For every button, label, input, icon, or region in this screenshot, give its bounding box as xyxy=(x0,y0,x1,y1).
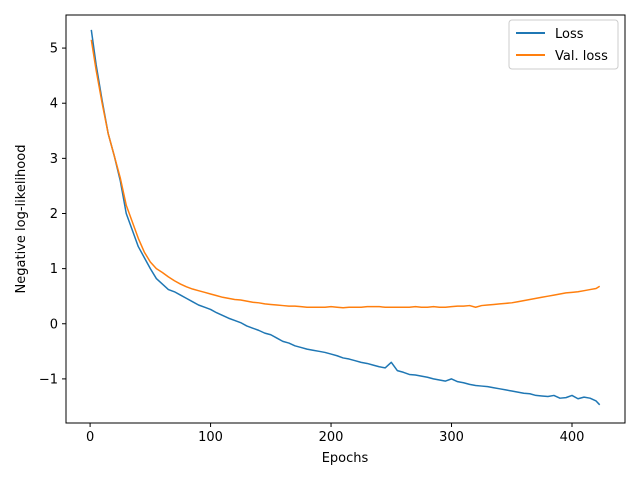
x-tick-label: 0 xyxy=(86,430,94,445)
y-tick-label: 1 xyxy=(50,262,58,277)
y-tick-label: 4 xyxy=(50,97,58,112)
y-ticks: −1 0 1 2 3 4 5 xyxy=(39,42,66,387)
legend-label-loss: Loss xyxy=(555,27,584,42)
y-tick-label: −1 xyxy=(39,372,58,387)
plot-frame xyxy=(65,14,626,424)
y-tick-label: 0 xyxy=(50,317,58,332)
x-tick-label: 200 xyxy=(319,430,344,445)
x-tick-label: 300 xyxy=(439,430,464,445)
y-tick-label: 2 xyxy=(50,207,58,222)
legend-label-val-loss: Val. loss xyxy=(555,49,608,64)
y-axis-label: Negative log-likelihood xyxy=(14,145,29,294)
legend: Loss Val. loss xyxy=(508,19,619,70)
x-axis-label: Epochs xyxy=(322,451,369,466)
x-tick-label: 100 xyxy=(198,430,223,445)
series-line-0 xyxy=(90,29,601,406)
series-line-1 xyxy=(90,39,601,309)
x-tick-label: 400 xyxy=(560,430,585,445)
series-layer xyxy=(90,29,601,406)
y-tick-label: 3 xyxy=(50,152,58,167)
x-ticks: 0 100 200 300 400 xyxy=(86,423,584,445)
y-tick-label: 5 xyxy=(50,42,58,57)
